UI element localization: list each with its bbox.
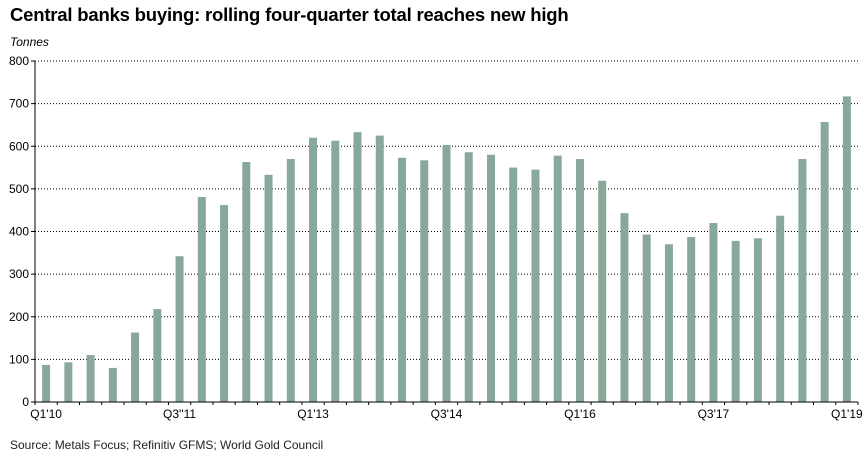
bar <box>197 196 206 402</box>
bar <box>153 309 162 402</box>
x-tick-label: Q3''11 <box>163 407 196 421</box>
x-tick-label: Q1'10 <box>30 407 62 421</box>
bar <box>442 144 451 402</box>
bar <box>798 159 807 402</box>
bar <box>64 362 73 402</box>
bar <box>575 159 584 402</box>
bar <box>598 180 607 402</box>
bar <box>242 162 251 402</box>
bar <box>420 160 429 402</box>
bar <box>731 240 740 402</box>
axes <box>31 60 859 405</box>
bar <box>509 167 518 402</box>
bar <box>464 152 473 402</box>
y-axis-unit-label: Tonnes <box>10 35 49 49</box>
bar <box>398 157 407 402</box>
bar <box>687 237 696 402</box>
bar <box>776 215 785 402</box>
bar <box>286 159 295 402</box>
x-tick-label: Q1'16 <box>564 407 596 421</box>
bar <box>86 355 95 402</box>
bar <box>664 244 673 402</box>
bar <box>220 205 229 402</box>
source-note: Source: Metals Focus; Refinitiv GFMS; Wo… <box>10 438 324 452</box>
y-tick-label: 400 <box>9 225 29 239</box>
bar <box>175 256 184 402</box>
y-tick-labels: 0 100 200 300 400 500 600 700 800 <box>9 54 29 409</box>
bar <box>642 234 651 402</box>
y-tick-label: 800 <box>9 54 29 68</box>
x-tick-label: Q1'19 <box>831 407 863 421</box>
y-tick-label: 200 <box>9 310 29 324</box>
y-tick-label: 700 <box>9 97 29 111</box>
y-tick-label: 0 <box>22 395 29 409</box>
bars <box>42 96 851 402</box>
bar <box>375 135 384 402</box>
bar <box>842 96 851 402</box>
y-tick-label: 600 <box>9 139 29 153</box>
bar <box>753 238 762 402</box>
bar <box>131 332 140 402</box>
bar <box>820 121 829 402</box>
y-tick-label: 500 <box>9 182 29 196</box>
bar <box>620 213 629 402</box>
chart-title: Central banks buying: rolling four-quart… <box>10 4 569 25</box>
x-tick-label: Q1'13 <box>297 407 329 421</box>
y-tick-label: 100 <box>9 352 29 366</box>
bar <box>42 364 51 402</box>
bar <box>309 137 318 402</box>
bar <box>553 155 562 402</box>
bar <box>353 132 362 402</box>
bar <box>108 367 117 402</box>
y-tick-label: 300 <box>9 267 29 281</box>
bar <box>486 154 495 402</box>
x-tick-label: Q3'17 <box>698 407 730 421</box>
bar <box>531 169 540 402</box>
x-tick-label: Q3'14 <box>431 407 463 421</box>
bar <box>709 222 718 402</box>
x-tick-labels: Q1'10 Q3''11 Q1'13 Q3'14 Q1'16 Q3'17 Q1'19 <box>30 407 863 421</box>
bar <box>331 140 340 402</box>
bar <box>264 174 273 402</box>
